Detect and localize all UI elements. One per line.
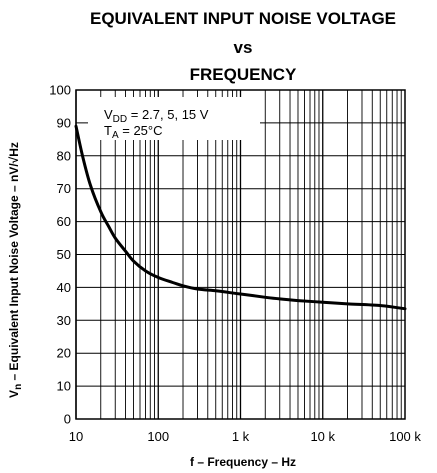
y-tick-label: 80 (57, 148, 71, 163)
noise-curve (74, 124, 407, 311)
annotation-background (88, 97, 260, 140)
x-tick-label: 100 (147, 429, 169, 444)
annotation-temperature: TA = 25°C (104, 123, 163, 141)
x-tick-label: 1 k (232, 429, 250, 444)
conditions-annotation: VDD = 2.7, 5, 15 V TA = 25°C (88, 97, 260, 141)
x-tick-label: 10 (69, 429, 83, 444)
y-axis-label: Vn – Equivalent Input Noise Voltage – nV… (7, 142, 24, 398)
x-axis-label: f – Frequency – Hz (190, 455, 296, 469)
chart-title-line-3: FREQUENCY (190, 65, 297, 84)
y-tick-label: 60 (57, 214, 71, 229)
x-tick-label: 100 k (389, 429, 421, 444)
y-tick-label: 40 (57, 280, 71, 295)
y-tick-label: 20 (57, 346, 71, 361)
plot-frame (75, 89, 406, 420)
y-tick-label: 70 (57, 181, 71, 196)
y-tick-label: 30 (57, 313, 71, 328)
y-tick-label: 10 (57, 379, 71, 394)
y-tick-label: 100 (49, 83, 71, 98)
chart-title-line-1: EQUIVALENT INPUT NOISE VOLTAGE (90, 9, 396, 28)
y-tick-label: 50 (57, 247, 71, 262)
x-tick-label: 10 k (310, 429, 335, 444)
y-tick-labels: 0 10 20 30 40 50 60 70 80 90 100 (49, 83, 71, 427)
series-group (74, 124, 407, 311)
annotation-vdd: VDD = 2.7, 5, 15 V (104, 107, 209, 125)
y-tick-label: 90 (57, 115, 71, 130)
chart-title-line-2: vs (234, 38, 253, 57)
x-tick-labels: 10 100 1 k 10 k 100 k (69, 429, 422, 444)
y-tick-label: 0 (64, 412, 71, 427)
